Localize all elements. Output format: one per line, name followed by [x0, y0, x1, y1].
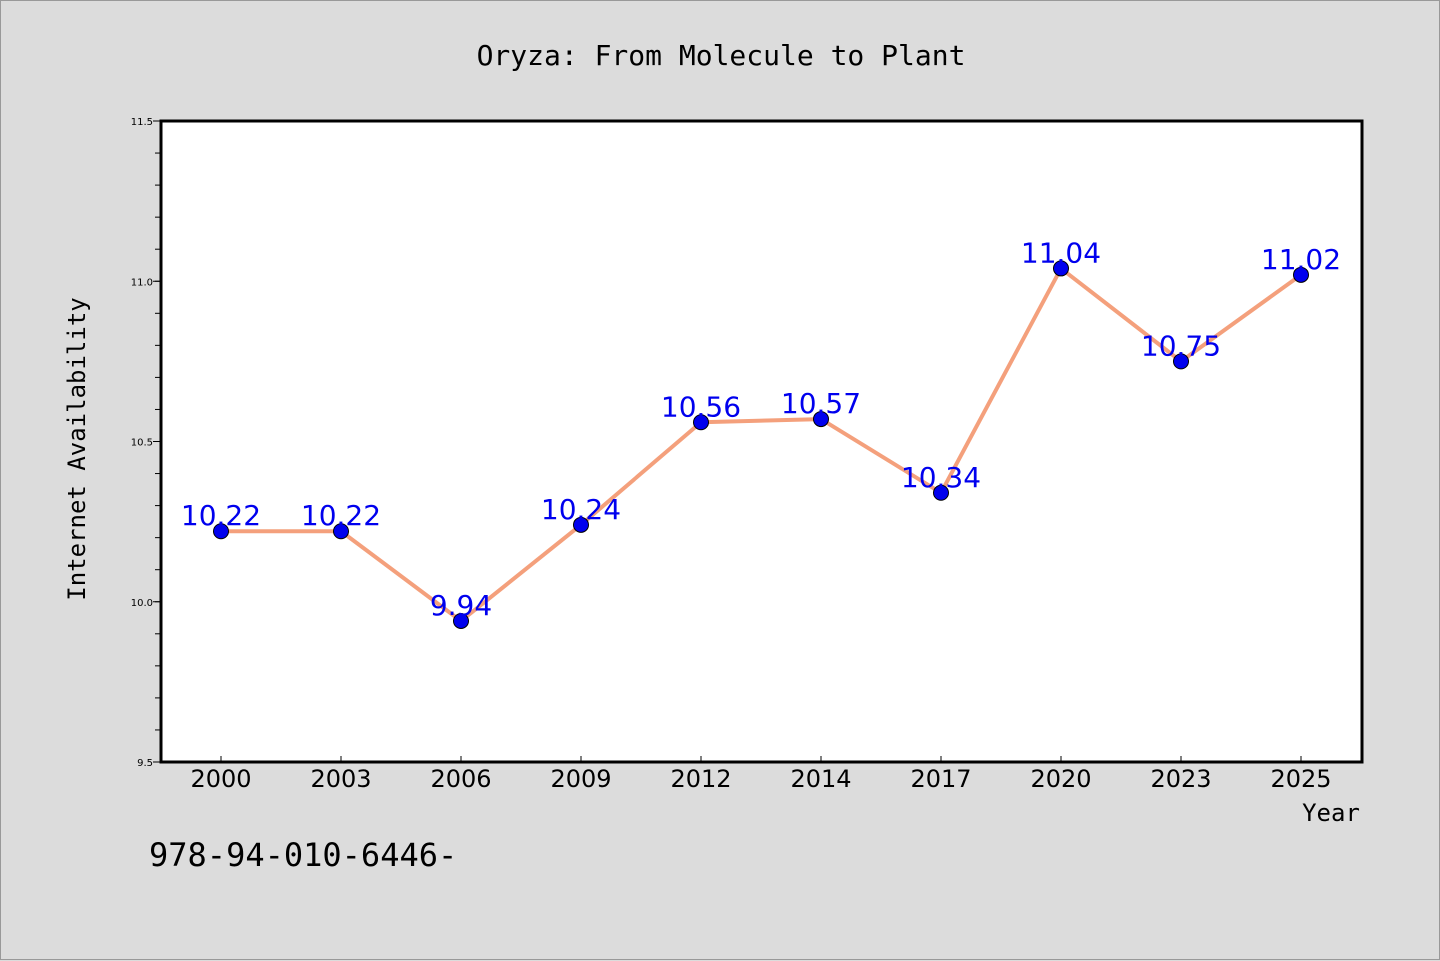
- x-tick-label: 2020: [1030, 765, 1091, 793]
- x-tick-label: 2014: [790, 765, 851, 793]
- y-tick-label: 10.5: [131, 438, 153, 449]
- data-label: 11.04: [1021, 236, 1101, 269]
- x-tick-label: 2009: [550, 765, 611, 793]
- x-tick-label: 2006: [430, 765, 491, 793]
- plot-area: [159, 119, 1364, 764]
- data-label: 10.22: [181, 499, 261, 532]
- x-tick-label: 2025: [1270, 765, 1331, 793]
- series-layer: 10.22 10.22 9.94 10.24 10.56 10.57 10.34 11.04 1…: [181, 236, 1341, 629]
- x-tick-label: 2000: [190, 765, 251, 793]
- data-label: 10.24: [541, 493, 621, 526]
- data-point: [693, 414, 709, 431]
- data-point: [813, 411, 829, 428]
- data-point: [933, 484, 949, 501]
- data-point: [453, 612, 469, 629]
- y-tick-label: 9.5: [137, 758, 153, 769]
- x-tick-label: 2017: [910, 765, 971, 793]
- data-point: [1293, 266, 1309, 283]
- data-label: 11.02: [1261, 243, 1341, 276]
- chart-title: Oryza: From Molecule to Plant: [477, 39, 966, 72]
- x-axis: 2000 2003 2006 2009 2012 2014 2017 2020 2023 2025: [190, 756, 1332, 793]
- x-tick-label: 2023: [1150, 765, 1211, 793]
- series-line: [221, 266, 1303, 623]
- data-point: [1173, 353, 1189, 370]
- data-label: 10.22: [301, 499, 381, 532]
- isbn-text: 978-94-010-6446-: [149, 836, 457, 874]
- data-point: [1053, 260, 1069, 277]
- x-tick-label: 2012: [670, 765, 731, 793]
- x-tick-label: 2003: [310, 765, 371, 793]
- y-tick-label: 11.0: [131, 277, 153, 288]
- y-tick-label: 10.0: [131, 598, 153, 609]
- data-label: 10.34: [901, 461, 981, 494]
- y-axis: 9.5 10.0 10.5 11.0 11.5: [131, 117, 161, 769]
- x-axis-label: Year: [1302, 799, 1360, 827]
- data-label: 10.57: [781, 387, 861, 420]
- data-point: [213, 523, 229, 540]
- data-label: 10.56: [661, 390, 741, 423]
- data-point: [573, 516, 589, 533]
- y-tick-label: 11.5: [131, 117, 153, 128]
- y-axis-label: Internet Availability: [63, 297, 91, 600]
- data-point: [333, 523, 349, 540]
- data-label: 9.94: [430, 589, 492, 622]
- data-label: 10.75: [1141, 329, 1221, 362]
